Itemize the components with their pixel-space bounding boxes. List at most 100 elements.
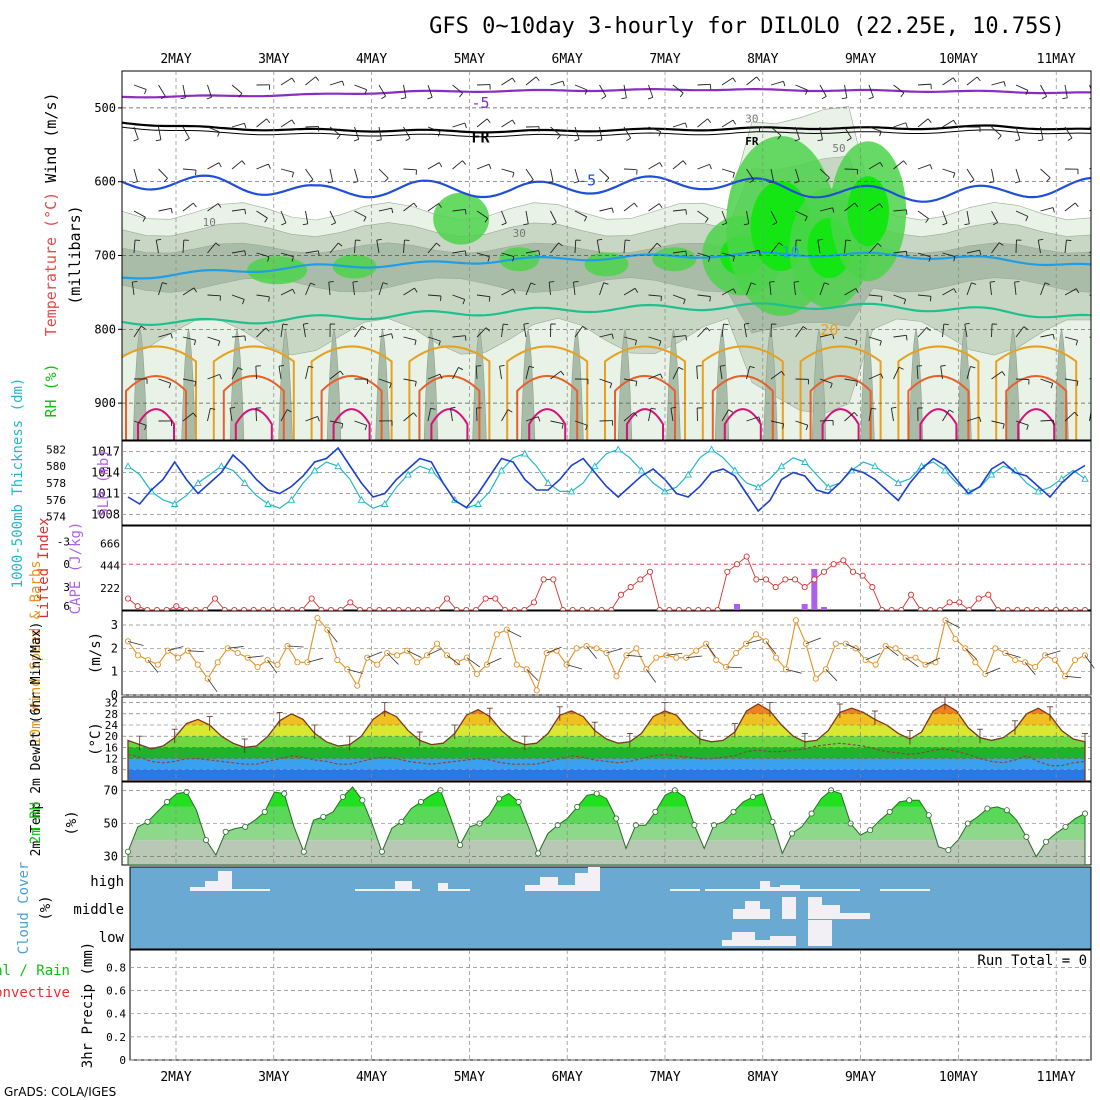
cloud-background xyxy=(129,866,1092,950)
wind-barb-flag xyxy=(732,172,735,178)
wind-barb xyxy=(476,118,488,128)
cloud-high-bar xyxy=(205,881,218,891)
lifted-index-line-marker xyxy=(743,553,750,560)
contour-label: FR xyxy=(471,129,490,147)
rh-tick-label: 30 xyxy=(104,850,118,864)
wind-barb-flag xyxy=(302,223,308,226)
cloud-middle-bar xyxy=(822,905,840,919)
wind-speed-line-marker xyxy=(972,659,979,666)
wind-barb xyxy=(964,324,968,338)
cloud-low-bar xyxy=(755,940,770,946)
dewpoint-line xyxy=(127,742,1086,767)
temp-tick-label: 20 xyxy=(105,730,118,743)
wind-barb xyxy=(1015,420,1029,426)
wind-barb xyxy=(1040,282,1046,296)
wind-barb xyxy=(207,294,221,297)
wind-barb-flag xyxy=(1042,96,1047,100)
wind-barb xyxy=(207,84,212,98)
wind-barb xyxy=(550,370,562,380)
wind-speed-line-marker xyxy=(922,661,929,668)
lifted-index-line-marker xyxy=(308,595,315,602)
wind-barb-flag xyxy=(512,119,516,125)
wind-barb xyxy=(231,335,245,338)
wind-barb-flag xyxy=(953,256,956,262)
wind-barb xyxy=(231,208,245,212)
wind-barb-flag xyxy=(1025,216,1029,222)
cape-tick-label: 666 xyxy=(100,537,120,550)
wind-barb xyxy=(623,168,638,171)
wind-barb-flag xyxy=(193,202,197,208)
wind-barb-flag xyxy=(194,381,197,387)
wind-barb xyxy=(623,336,637,341)
wind-barb xyxy=(966,249,980,254)
wind-barb xyxy=(280,77,293,86)
contour-label: 10 xyxy=(782,244,800,262)
thickness-line-marker xyxy=(777,462,786,470)
wind-speed-line-marker xyxy=(752,631,760,638)
cloud-middle-bar xyxy=(760,909,770,919)
wind-barb xyxy=(1015,168,1021,182)
lifted-index-line-marker xyxy=(443,595,451,602)
wind-barb xyxy=(305,168,314,180)
lifted-index-line-marker xyxy=(492,595,499,602)
wind-tick-label: 2 xyxy=(111,641,118,655)
wind-barb xyxy=(182,412,194,422)
wind-barb-flag xyxy=(193,287,198,293)
thickness-line-marker xyxy=(1081,474,1089,482)
wind-barb xyxy=(623,287,636,296)
wind-barb-flag xyxy=(376,238,382,241)
wind-barb-flag xyxy=(879,162,884,167)
wind-barb-flag xyxy=(156,238,162,241)
wind-barb xyxy=(329,420,343,425)
wind-barb xyxy=(378,126,382,140)
thickness-line-marker xyxy=(754,483,762,491)
wind-barb xyxy=(550,80,564,86)
wind10m-barb xyxy=(167,646,184,652)
precip-legend-convective: Convective xyxy=(0,985,70,1001)
wind-barb xyxy=(256,118,267,128)
wind-barb-flag xyxy=(376,139,382,142)
temp-tick-label: 24 xyxy=(105,719,119,732)
rh-marker xyxy=(1003,807,1010,814)
wind-speed-line-marker xyxy=(952,635,959,643)
wind-barb xyxy=(672,367,680,380)
wind10m-barb xyxy=(506,629,522,638)
rh-plume xyxy=(569,328,584,440)
rh-marker xyxy=(1042,838,1049,845)
wind-barb-flag xyxy=(170,333,173,339)
lifted-frame xyxy=(121,525,1092,611)
wind-barb xyxy=(550,210,557,223)
contour-label: 30 xyxy=(513,227,526,240)
rh-plume xyxy=(132,328,148,440)
wind-barb-flag xyxy=(633,412,638,417)
wind-barb-flag xyxy=(1001,371,1006,376)
wind-barb-flag xyxy=(413,202,418,208)
wind-barb-flag xyxy=(853,412,858,417)
wind-barb-flag xyxy=(556,135,561,140)
wind-barb xyxy=(672,122,686,128)
wind-barb-flag xyxy=(155,139,161,142)
wind-barb xyxy=(1015,126,1021,140)
wind10m-barb xyxy=(765,641,777,655)
thickness-tick-label: 578 xyxy=(46,477,66,490)
wind10m-barb xyxy=(287,645,304,648)
cloud-high-bar xyxy=(190,887,205,891)
wind-barb xyxy=(1064,288,1077,296)
wind-barb-flag xyxy=(877,243,882,248)
cloud-low-bar xyxy=(808,920,832,946)
wind-barb xyxy=(354,168,359,182)
wind-barb-flag xyxy=(160,95,166,100)
cloud-high-bar xyxy=(670,889,700,891)
wind-barb xyxy=(523,324,527,338)
lifted-index-line-marker xyxy=(627,584,634,591)
wind-barb-flag xyxy=(670,406,676,409)
wind-barb-flag xyxy=(1092,408,1097,409)
wind-barb-flag xyxy=(976,76,981,82)
precip-tick-label: 0.2 xyxy=(106,1031,126,1044)
wind10m-barb xyxy=(885,645,899,657)
lifted-index-line-marker xyxy=(830,561,837,568)
rh-peak-blob xyxy=(847,176,890,247)
wind-barb-flag xyxy=(601,95,607,100)
wind-barb-flag xyxy=(1044,282,1050,285)
wind10m-barb xyxy=(805,637,821,645)
